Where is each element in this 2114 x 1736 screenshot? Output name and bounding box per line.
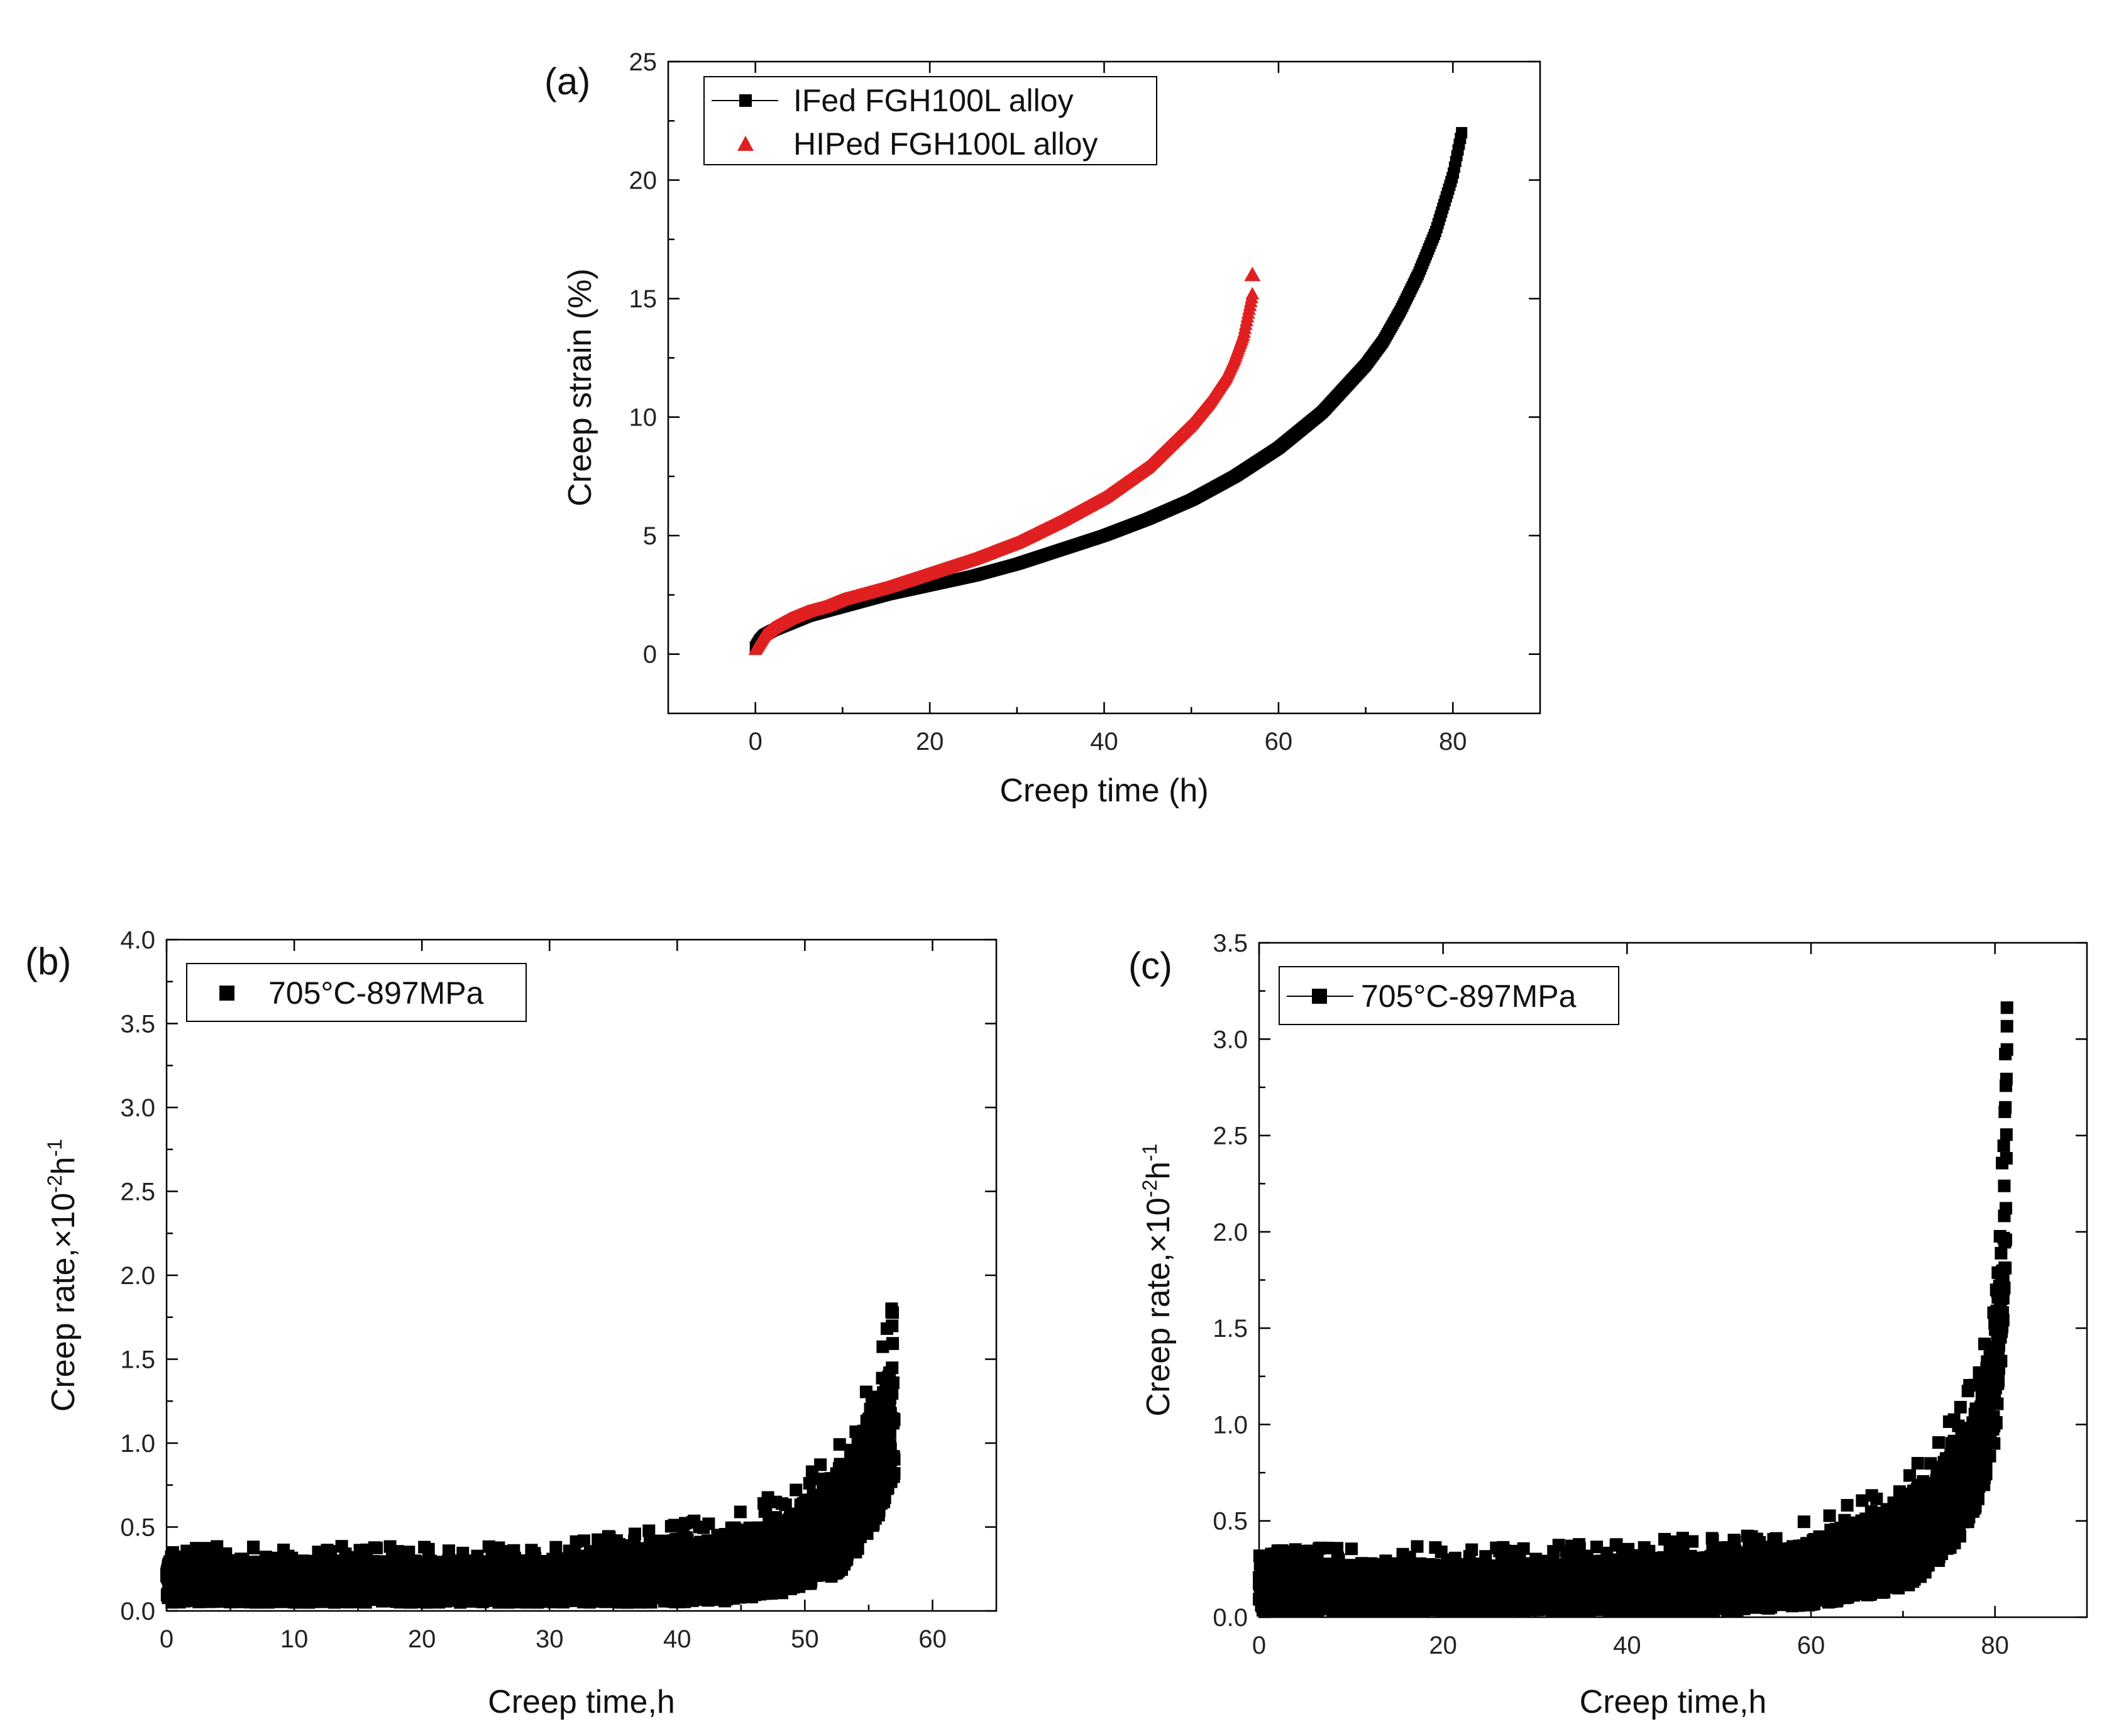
- data-point-square: [628, 1527, 641, 1541]
- y-axis-label-exp1: -2: [43, 1175, 66, 1192]
- y-tick-label: 4.0: [120, 926, 155, 954]
- y-axis-label: Creep rate,×10-2h-1: [43, 1139, 82, 1412]
- y-tick-label: 1.0: [120, 1430, 155, 1458]
- data-point-square: [549, 1541, 563, 1554]
- x-tick-label: 20: [408, 1625, 436, 1653]
- x-tick-label: 40: [1090, 728, 1118, 755]
- legend-label-ifed: IFed FGH100L alloy: [793, 83, 1074, 118]
- y-tick-label: 2.0: [120, 1262, 155, 1290]
- panel-b-creep-rate-hiped-chart: 0 10 20 30 40 50 60 0.0 0.5 1.0 1.5 2.0 2.5 3.0 3.5 4.0…: [25, 926, 998, 1720]
- x-tick-label: 30: [536, 1625, 564, 1653]
- x-axis-label: Creep time (h): [999, 772, 1208, 809]
- x-tick-label: 60: [1265, 728, 1293, 755]
- data-point-triangle: [1244, 266, 1261, 282]
- y-tick-label: 0.0: [120, 1598, 155, 1625]
- data-point-square: [370, 1541, 383, 1554]
- panel-label: (a): [544, 60, 590, 102]
- x-tick-label: 60: [918, 1625, 947, 1653]
- x-axis-label: Creep time,h: [488, 1684, 675, 1720]
- series-hiped: [748, 266, 1261, 656]
- y-tick-label: 5: [643, 522, 657, 550]
- x-tick-label: 50: [791, 1625, 819, 1653]
- data-point-square: [734, 1505, 747, 1519]
- y-tick-label: 25: [629, 48, 658, 76]
- y-axis-label: Creep strain (%): [562, 268, 598, 507]
- y-tick-label: 15: [629, 285, 658, 313]
- panel-label: (b): [25, 940, 71, 982]
- legend-marker-triangle: [737, 136, 754, 151]
- y-tick-label: 0: [643, 641, 657, 669]
- legend-label-hiped: HIPed FGH100L alloy: [793, 126, 1098, 162]
- data-point-square: [1456, 127, 1468, 139]
- x-tick-label: 0: [749, 728, 762, 755]
- y-tick-label: 2.5: [120, 1178, 155, 1206]
- data-point-square: [422, 1542, 435, 1556]
- x-tick-label: 10: [280, 1625, 309, 1653]
- series-creep-rate: [160, 1302, 901, 1609]
- legend-marker-square: [739, 94, 752, 107]
- x-tick-label: 0: [160, 1625, 173, 1653]
- y-axis-label-unit: h: [45, 1156, 82, 1175]
- y-tick-label: 20: [629, 167, 658, 195]
- y-tick-label: 10: [629, 404, 658, 432]
- y-tick-label: 3.5: [120, 1011, 155, 1038]
- series-ifed: [749, 127, 1468, 653]
- y-tick-label: 0.5: [120, 1514, 155, 1542]
- panel-a-creep-strain-chart: 0 20 40 60 80 0 5 10 15 20 25 (a) Creep time (h) Cree…: [544, 48, 1541, 809]
- x-tick-label: 40: [663, 1625, 691, 1653]
- y-tick-label: 3.0: [120, 1094, 155, 1122]
- x-tick-label: 20: [916, 728, 944, 755]
- legend: IFed FGH100L alloy HIPed FGH100L alloy: [703, 76, 1157, 165]
- data-point-square: [247, 1542, 260, 1555]
- x-tick-label: 80: [1439, 728, 1467, 755]
- legend-box: [703, 76, 1157, 165]
- y-axis-label-main: Creep rate,×10: [45, 1193, 82, 1412]
- data-point-triangle: [1245, 287, 1260, 300]
- y-tick-label: 1.5: [120, 1346, 155, 1374]
- data-point-square: [702, 1517, 715, 1530]
- y-axis-label-exp2: -1: [43, 1139, 66, 1156]
